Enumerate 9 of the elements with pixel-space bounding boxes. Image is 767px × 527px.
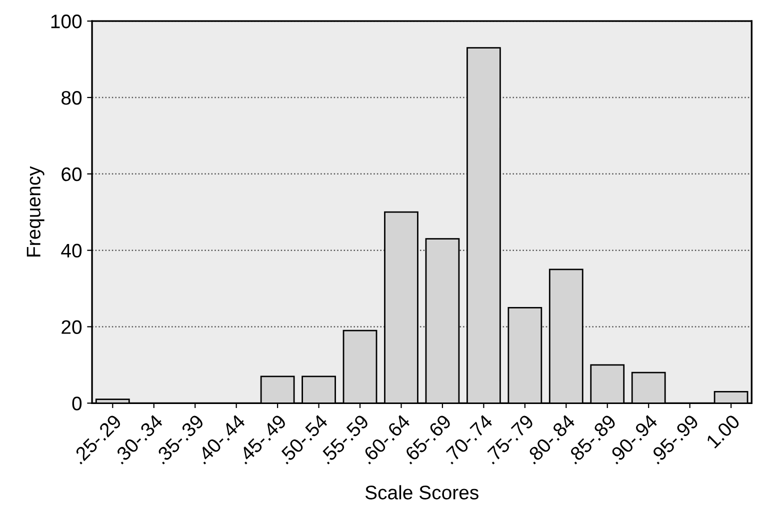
y-tick-label: 80 — [62, 90, 82, 105]
x-axis-title: Scale Scores — [365, 485, 478, 500]
x-tick-label: 1.00 — [706, 414, 741, 449]
y-tick-label: 40 — [61, 244, 82, 258]
y-tick-label: 0 — [72, 396, 82, 410]
y-tick-label: 100 — [51, 14, 82, 28]
y-tick-label: 20 — [62, 320, 82, 334]
y-axis-title: Frequency — [26, 166, 44, 256]
y-tick-label: 60 — [62, 167, 82, 182]
